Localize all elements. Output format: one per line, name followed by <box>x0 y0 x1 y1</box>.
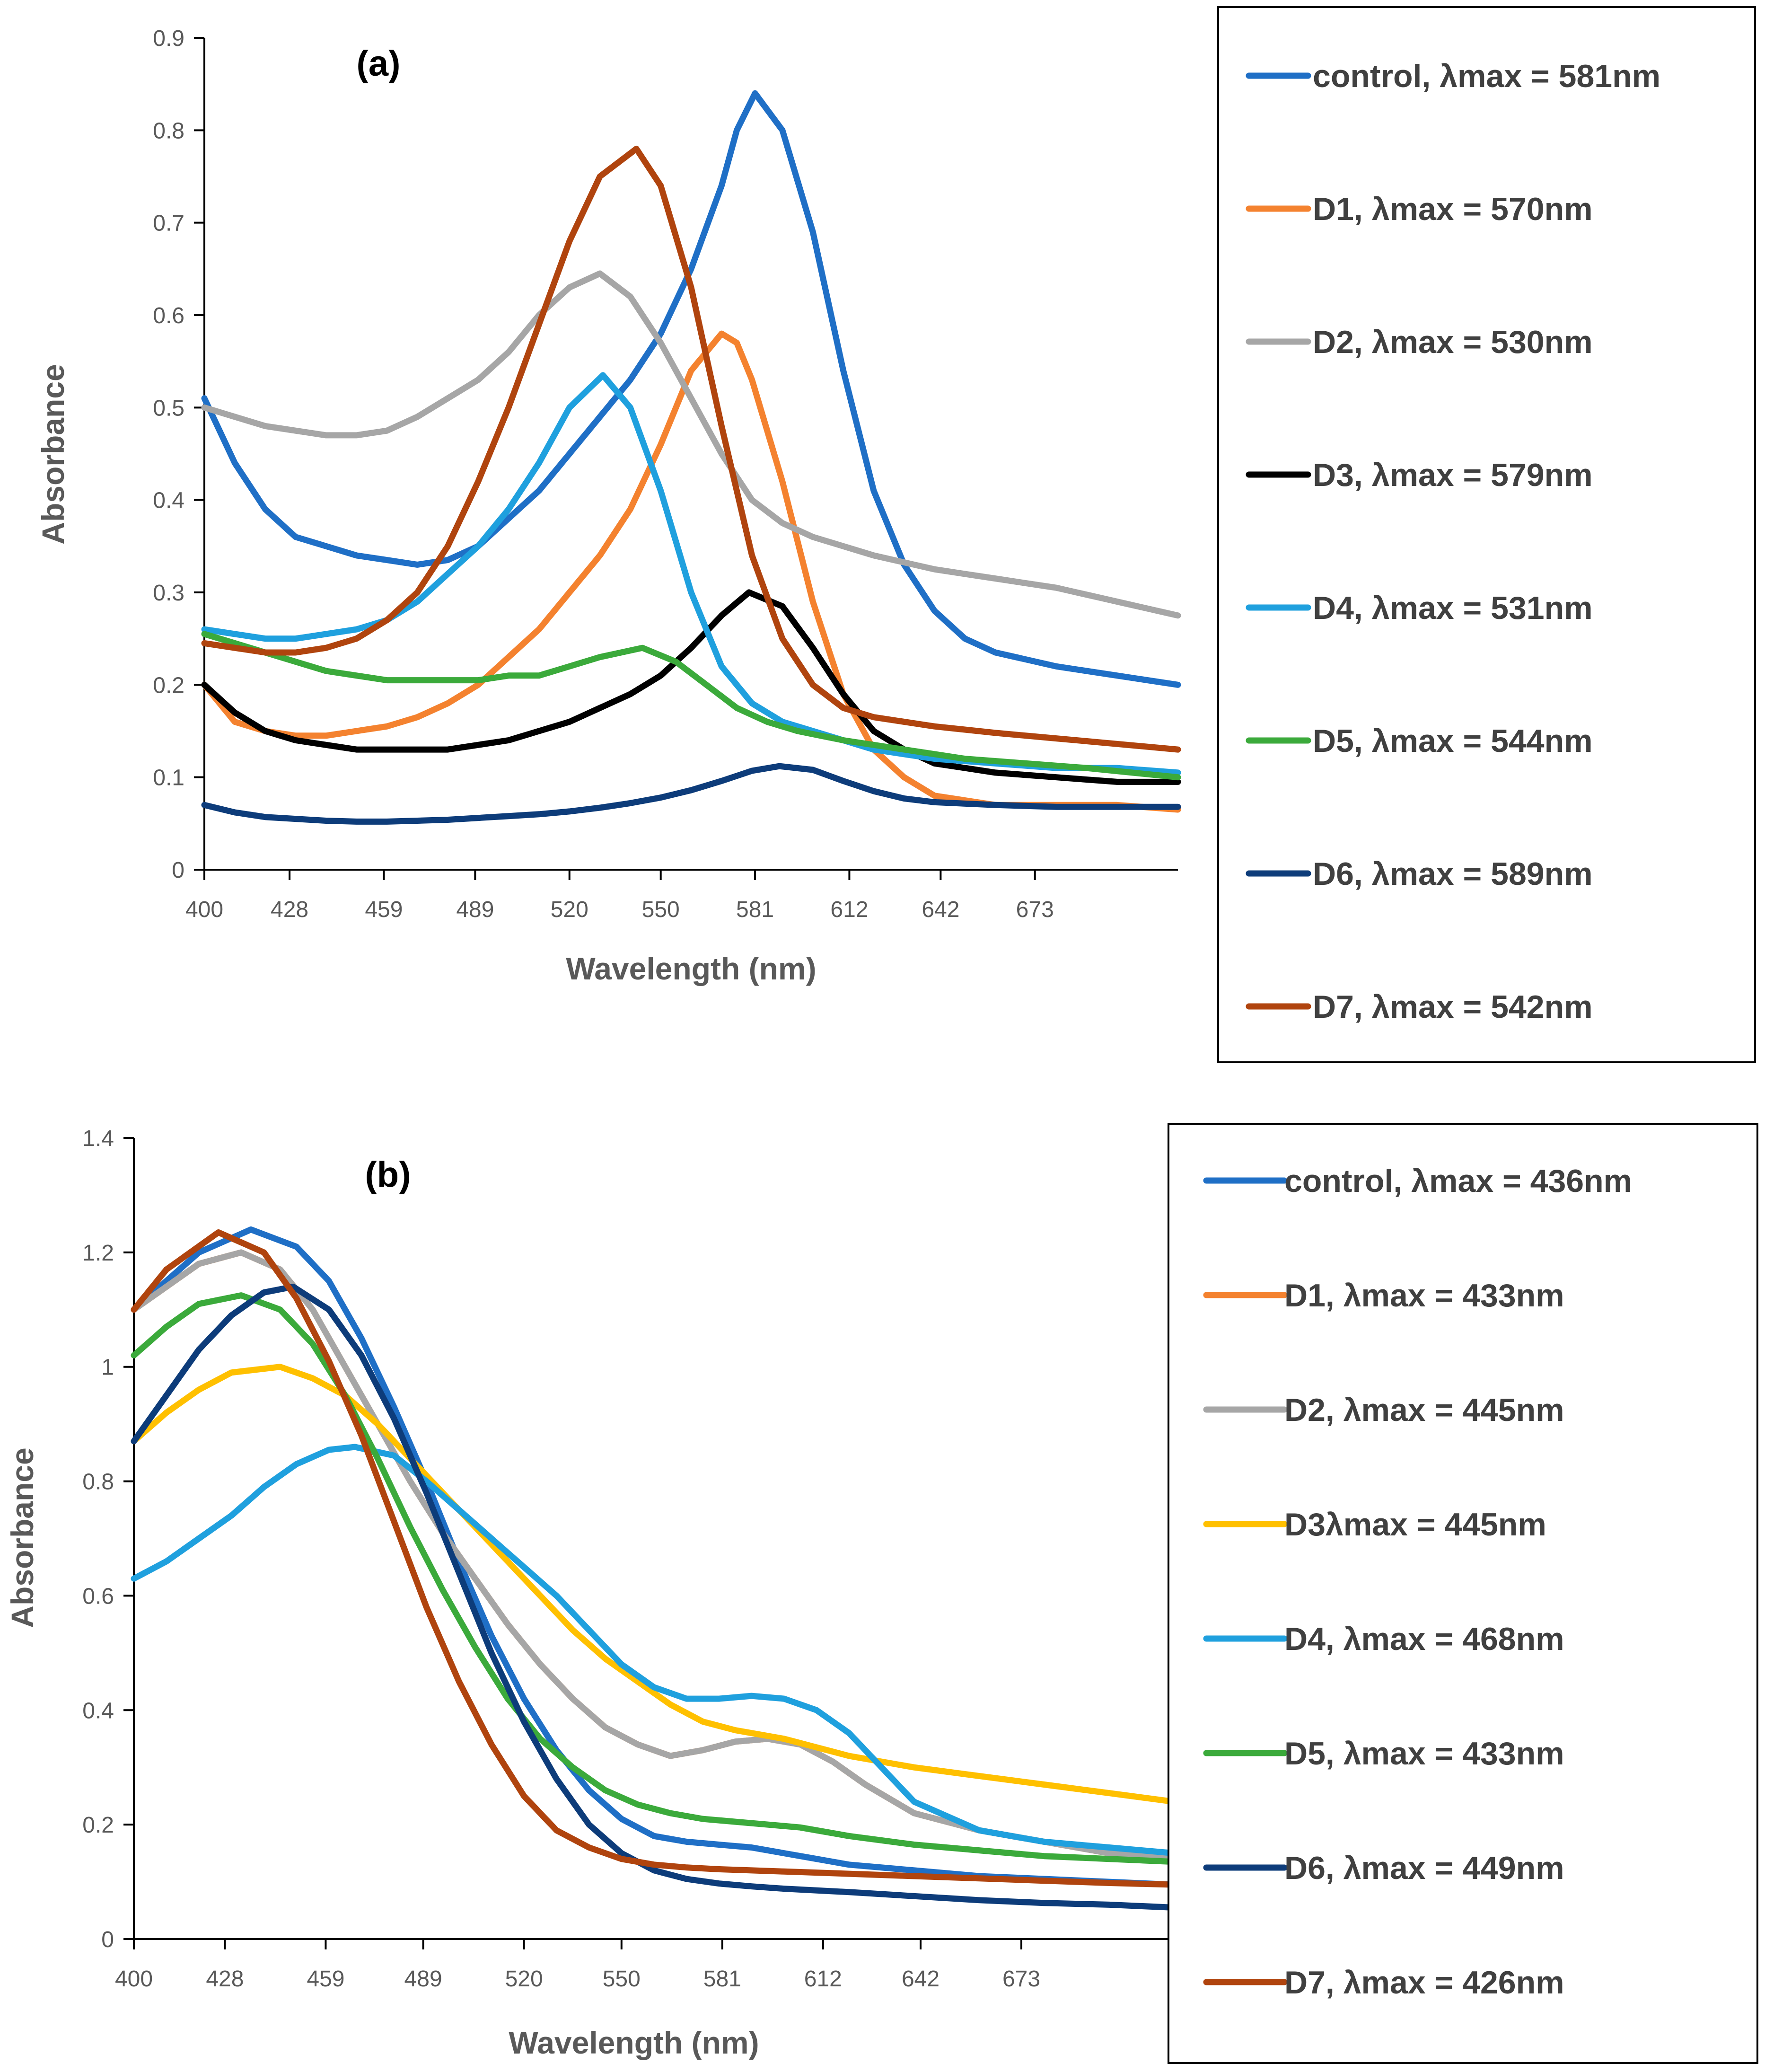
y-tick-label: 0.1 <box>153 766 184 791</box>
panel-label: (b) <box>365 1155 411 1195</box>
x-tick-label: 489 <box>456 897 494 922</box>
legend-label-d6: D6, λmax = 449nm <box>1284 1850 1564 1886</box>
series-line-d1 <box>131 1249 1177 1862</box>
y-axis-title: Absorbance <box>5 1447 40 1628</box>
legend-label-d1: D1, λmax = 570nm <box>1313 191 1593 227</box>
x-tick-label: 612 <box>804 1966 842 1992</box>
y-axis-title: Absorbance <box>35 364 70 544</box>
legend-label-d3: D3λmax = 445nm <box>1284 1507 1546 1543</box>
legend-label-d2: D2, λmax = 445nm <box>1284 1392 1564 1428</box>
series-line-control <box>131 1226 1177 1888</box>
legend-label-d3: D3, λmax = 579nm <box>1313 457 1593 493</box>
legend-label-d5: D5, λmax = 433nm <box>1284 1736 1564 1772</box>
x-tick-label: 428 <box>206 1966 244 1992</box>
series-line-d3 <box>201 589 1181 785</box>
y-tick-label: 0.8 <box>82 1470 114 1495</box>
x-tick-label: 581 <box>703 1966 741 1992</box>
series-line-d1 <box>201 330 1181 813</box>
series-line-d3 <box>131 1364 1177 1805</box>
y-tick-label: 1.2 <box>82 1241 114 1266</box>
x-tick-label: 612 <box>830 897 868 922</box>
x-tick-label: 520 <box>551 897 588 922</box>
legend-label-d4: D4, λmax = 468nm <box>1284 1621 1564 1657</box>
legend-label-d7: D7, λmax = 426nm <box>1284 1965 1564 2001</box>
series-line-d6 <box>201 763 1181 825</box>
panel-label: (a) <box>357 44 401 84</box>
chart-panel-b: 0 0.2 0.4 0.6 0.8 1 1.2 1.4 400 428 459 489 520 550 58… <box>5 1123 1758 2064</box>
x-tick-label: 673 <box>1016 897 1054 922</box>
legend-label-d7: D7, λmax = 542nm <box>1313 989 1593 1025</box>
series-line-d4 <box>131 1444 1177 1857</box>
x-axis-title: Wavelength (nm) <box>566 951 816 986</box>
y-tick-label: 1 <box>101 1355 114 1380</box>
y-tick-label: 0.6 <box>82 1584 114 1609</box>
y-tick-label: 0.6 <box>153 303 184 328</box>
chart-panel-a: 0 0.1 0.2 0.3 0.4 0.5 0.6 0.7 0.8 0.9 400 428 459 489… <box>35 6 1756 1063</box>
series-line-d5 <box>131 1292 1177 1865</box>
legend-label-control: control, λmax = 581nm <box>1313 58 1660 94</box>
x-axis-title: Wavelength (nm) <box>509 2025 759 2060</box>
x-tick-label: 400 <box>115 1966 153 1992</box>
x-tick-label: 581 <box>736 897 774 922</box>
y-tick-label: 0.9 <box>153 26 184 51</box>
x-tick-label: 673 <box>1002 1966 1040 1992</box>
x-tick-label: 550 <box>642 897 680 922</box>
legend-label-d4: D4, λmax = 531nm <box>1313 590 1593 626</box>
y-tick-label: 0.2 <box>82 1813 114 1838</box>
x-tick-label: 642 <box>922 897 959 922</box>
series-line-d2 <box>201 270 1181 619</box>
y-tick-label: 0 <box>101 1927 114 1952</box>
x-tick-label: 489 <box>404 1966 442 1992</box>
x-tick-label: 459 <box>307 1966 344 1992</box>
x-tick-label: 642 <box>902 1966 940 1992</box>
legend-box <box>1217 6 1756 1063</box>
x-tick-label: 459 <box>365 897 403 922</box>
legend-label-control: control, λmax = 436nm <box>1284 1163 1632 1199</box>
series-line-d6 <box>131 1283 1177 1911</box>
series-line-d7 <box>131 1229 1177 1888</box>
y-tick-label: 0 <box>172 858 184 883</box>
series-line-d2 <box>131 1249 1177 1862</box>
legend-box <box>1168 1123 1758 2064</box>
series-line-d5 <box>201 631 1181 781</box>
x-tick-label: 400 <box>185 897 223 922</box>
x-tick-label: 428 <box>271 897 308 922</box>
legend-label-d1: D1, λmax = 433nm <box>1284 1278 1564 1314</box>
y-tick-label: 0.3 <box>153 581 184 606</box>
y-tick-label: 0.8 <box>153 118 184 143</box>
series-line-d7 <box>201 145 1181 753</box>
y-tick-label: 0.4 <box>153 488 184 513</box>
y-tick-label: 0.7 <box>153 211 184 236</box>
series-line-d4 <box>201 372 1181 776</box>
x-tick-label: 550 <box>603 1966 641 1992</box>
y-tick-label: 0.5 <box>153 396 184 421</box>
x-tick-label: 520 <box>505 1966 543 1992</box>
y-tick-label: 0.2 <box>153 673 184 698</box>
legend-label-d5: D5, λmax = 544nm <box>1313 723 1593 759</box>
y-tick-label: 1.4 <box>82 1126 114 1151</box>
legend-label-d2: D2, λmax = 530nm <box>1313 324 1593 360</box>
y-tick-label: 0.4 <box>82 1698 114 1723</box>
series-line-control <box>201 90 1181 688</box>
legend-label-d6: D6, λmax = 589nm <box>1313 856 1593 892</box>
